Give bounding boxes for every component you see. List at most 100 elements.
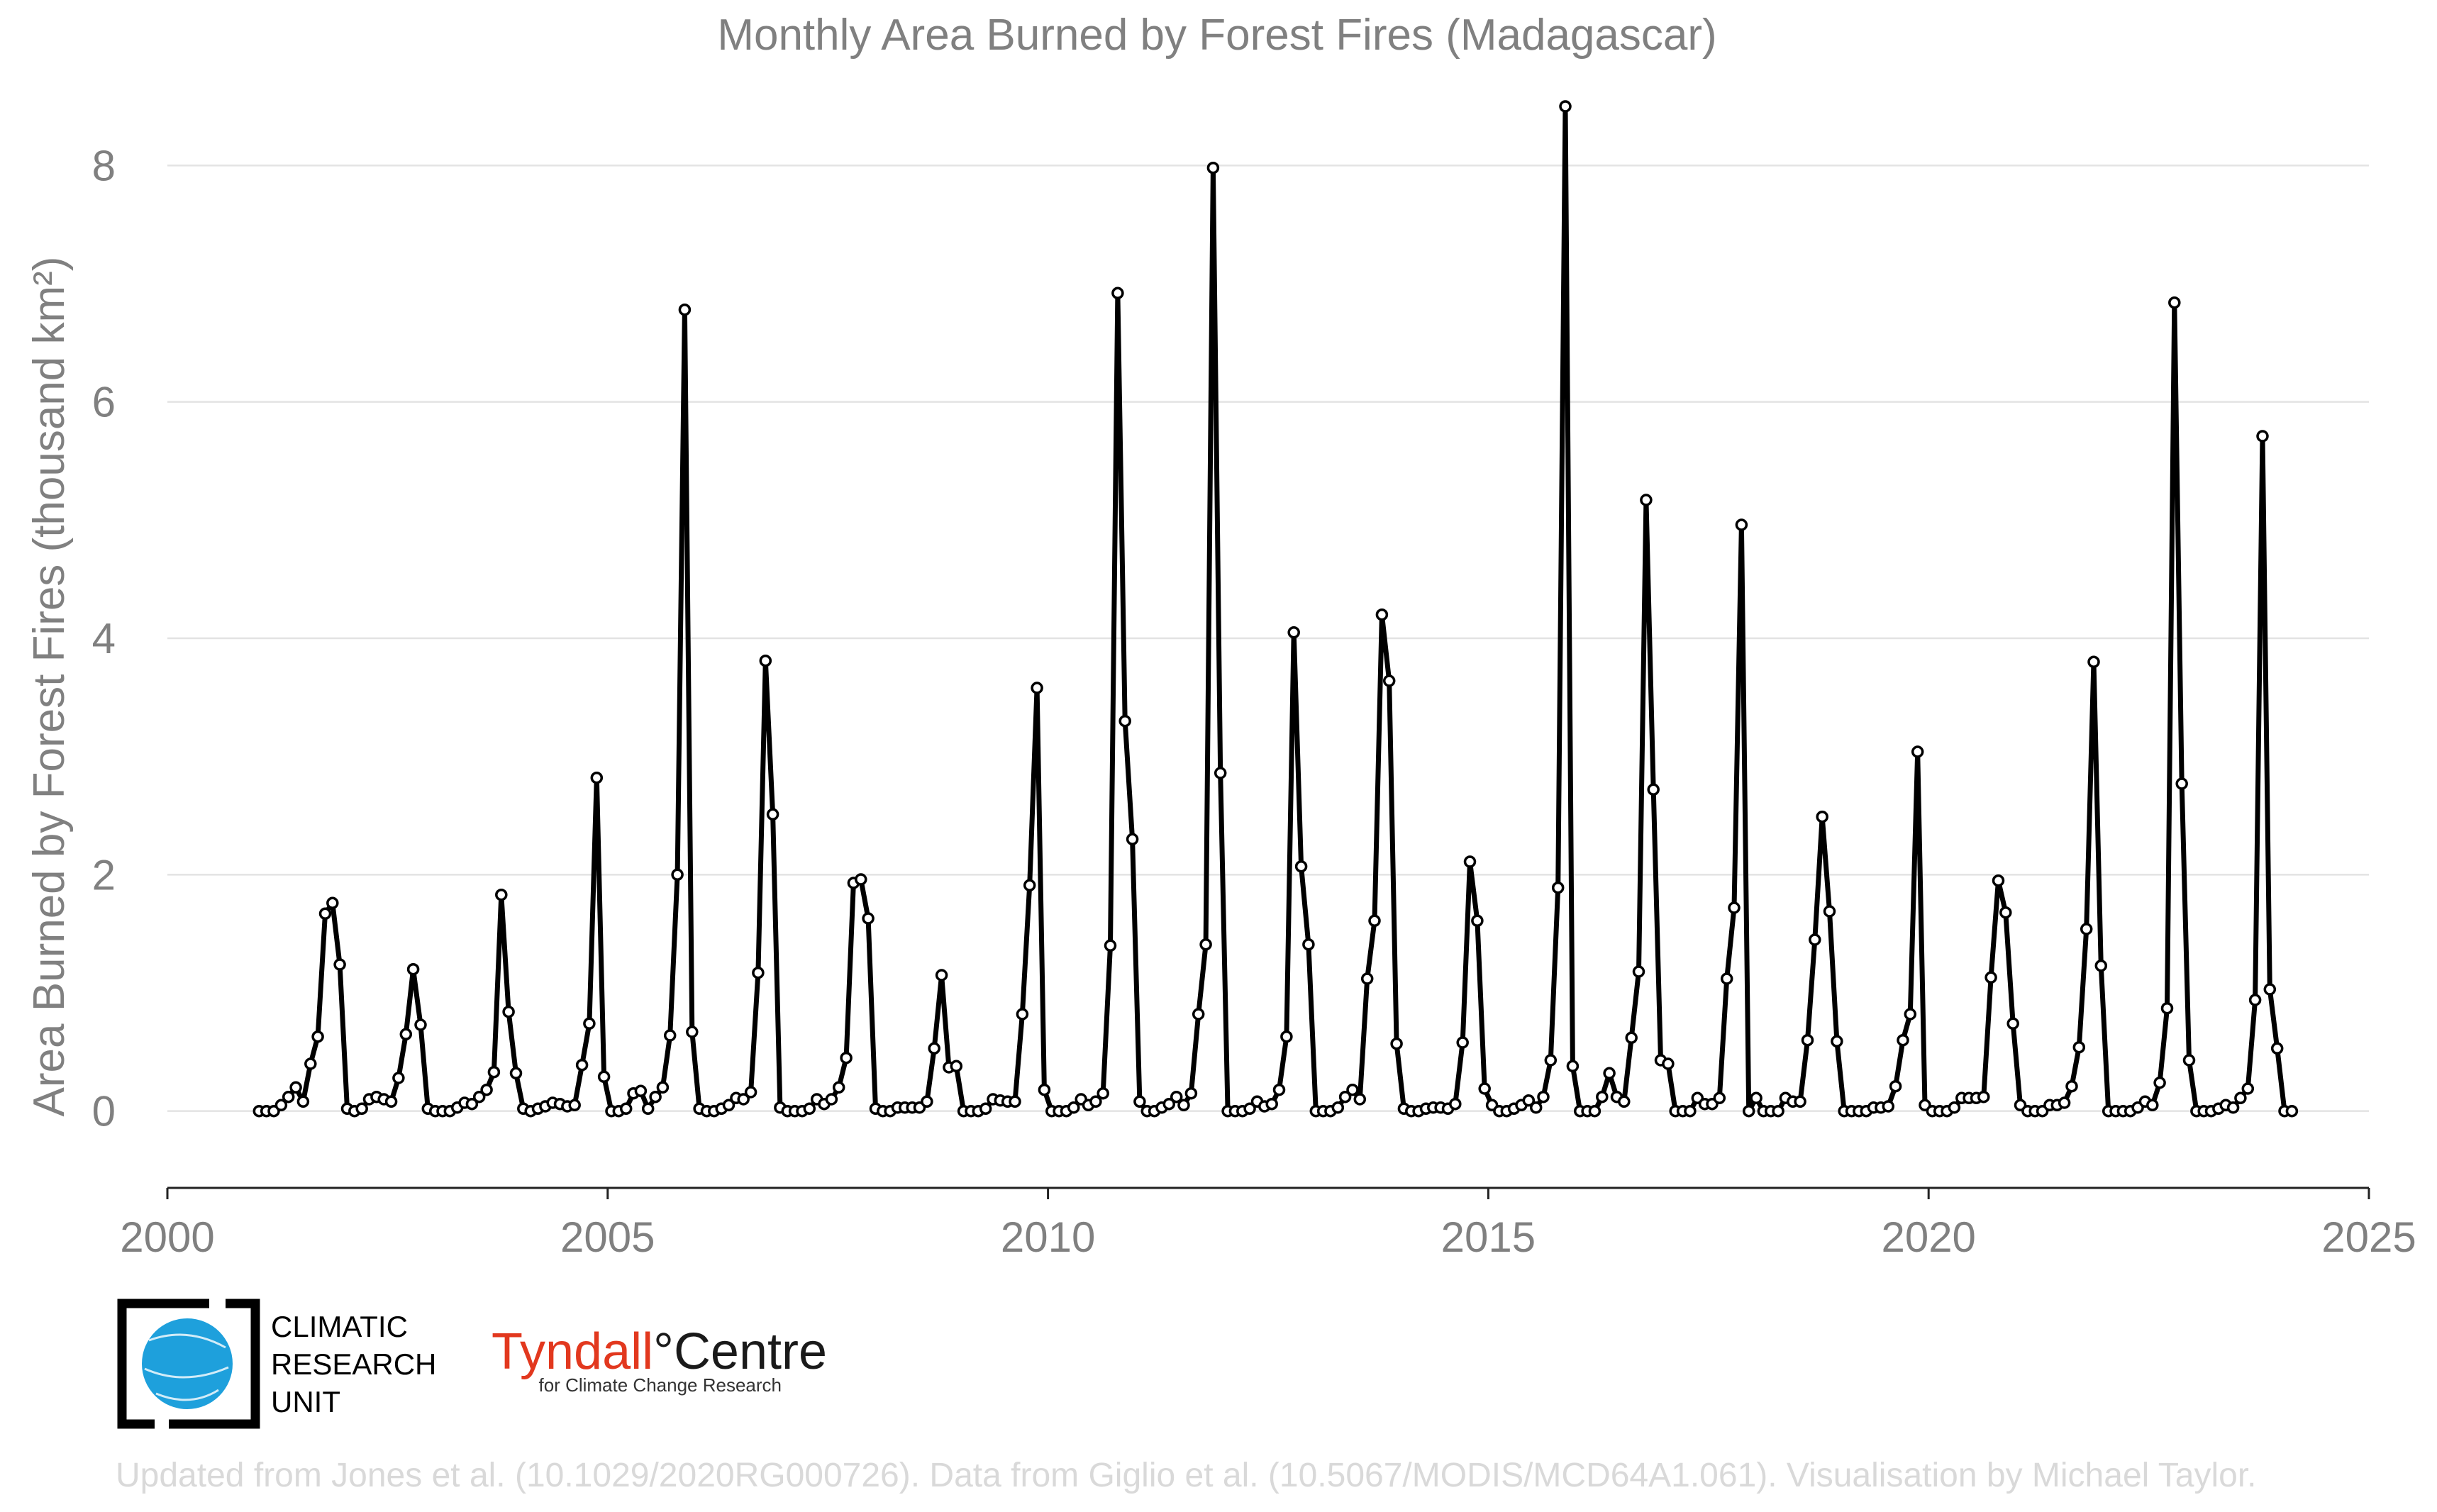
data-point	[1177, 1099, 1190, 1112]
data-point	[1551, 881, 1565, 894]
data-point	[1302, 938, 1315, 951]
tyndall-suffix: Centre	[674, 1323, 827, 1380]
data-point	[1720, 972, 1733, 985]
data-point	[2226, 1101, 2240, 1114]
data-point	[663, 1029, 677, 1042]
data-point	[1097, 1086, 1109, 1100]
series-line	[259, 104, 2292, 1114]
x-tick-label: 2020	[1881, 1213, 1975, 1261]
data-point	[1023, 879, 1036, 892]
cru-logo: CLIMATIC RESEARCH UNIT	[117, 1299, 436, 1429]
data-point	[803, 1102, 816, 1116]
data-point	[671, 868, 684, 882]
x-tick-label: 2025	[2321, 1213, 2416, 1261]
data-point	[1522, 1094, 1536, 1107]
data-point	[744, 1086, 757, 1099]
data-point	[928, 1042, 940, 1055]
data-point	[480, 1083, 493, 1096]
data-point	[840, 1051, 853, 1064]
data-point	[289, 1081, 302, 1094]
data-point	[1104, 939, 1117, 952]
data-point	[1735, 518, 1748, 531]
data-point	[2006, 1017, 2019, 1030]
data-point	[1243, 1102, 1256, 1116]
data-point	[465, 1097, 479, 1111]
data-point	[1713, 1091, 1726, 1105]
data-point	[1728, 901, 1741, 914]
data-point	[1463, 855, 1477, 868]
data-point	[2146, 1099, 2159, 1112]
data-point	[1882, 1100, 1895, 1113]
data-point	[678, 303, 692, 316]
data-point	[399, 1028, 413, 1041]
data-point	[1353, 1093, 1367, 1106]
data-point	[2175, 777, 2188, 790]
cru-frame-icon-right	[169, 1299, 260, 1429]
data-point	[737, 1093, 750, 1106]
data-point	[274, 1099, 288, 1112]
data-point	[326, 896, 339, 910]
tyndall-tagline: for Climate Change Research	[539, 1374, 782, 1396]
data-point	[495, 888, 508, 901]
data-point	[649, 1090, 662, 1104]
data-point	[1280, 1030, 1293, 1043]
data-point	[759, 654, 772, 667]
data-point	[1984, 971, 1997, 984]
data-point	[1801, 1033, 1814, 1047]
data-point	[2234, 1091, 2247, 1105]
data-point	[2072, 1040, 2086, 1054]
data-point	[1184, 1086, 1198, 1100]
cru-frame-icon	[117, 1299, 209, 1429]
data-point	[1897, 1033, 1909, 1047]
data-point	[1544, 1054, 1558, 1067]
data-point	[583, 1017, 596, 1030]
data-point	[1596, 1090, 1609, 1104]
data-point	[641, 1102, 655, 1116]
x-tick-label: 2015	[1441, 1213, 1536, 1261]
data-point	[1390, 1037, 1403, 1050]
data-point	[1206, 161, 1220, 174]
x-tick-label: 2005	[560, 1213, 655, 1261]
data-point	[1529, 1101, 1543, 1114]
data-point	[1889, 1079, 1902, 1093]
data-point	[575, 1058, 589, 1072]
data-point	[333, 958, 346, 971]
data-point	[2256, 430, 2269, 443]
data-point	[766, 808, 779, 821]
data-point	[472, 1090, 486, 1104]
data-point	[2058, 1096, 2071, 1109]
data-point	[686, 1025, 699, 1038]
data-point	[855, 873, 867, 886]
data-point	[1948, 1101, 1961, 1114]
cru-globe-icon	[142, 1318, 233, 1409]
data-point	[1170, 1090, 1183, 1104]
data-point	[2263, 983, 2277, 996]
data-point	[406, 962, 420, 976]
data-point	[318, 907, 332, 921]
cru-line-3: UNIT	[271, 1385, 340, 1418]
data-point	[1265, 1097, 1278, 1111]
data-point	[752, 966, 765, 979]
data-point	[2160, 1001, 2174, 1015]
cru-globe-lines	[144, 1333, 229, 1401]
x-tick-label: 2000	[120, 1213, 214, 1261]
data-point	[1471, 914, 1484, 928]
data-point	[1794, 1095, 1806, 1108]
data-point	[1338, 1090, 1352, 1104]
data-point	[384, 1095, 398, 1108]
data-point	[1456, 1036, 1469, 1049]
tyndall-degree: °	[653, 1323, 674, 1380]
data-point	[2270, 1042, 2284, 1055]
data-point	[1750, 1091, 1762, 1105]
data-point	[832, 1081, 845, 1094]
data-point	[1294, 860, 1308, 873]
data-point	[1640, 494, 1653, 506]
data-point	[1992, 874, 2005, 887]
data-point	[502, 1005, 515, 1018]
data-point	[1331, 1101, 1345, 1114]
data-point	[825, 1093, 838, 1106]
credits-text: Updated from Jones et al. (10.1029/2020R…	[116, 1457, 2257, 1494]
tyndall-name: Tyndall	[492, 1323, 653, 1380]
data-point	[2168, 296, 2181, 309]
